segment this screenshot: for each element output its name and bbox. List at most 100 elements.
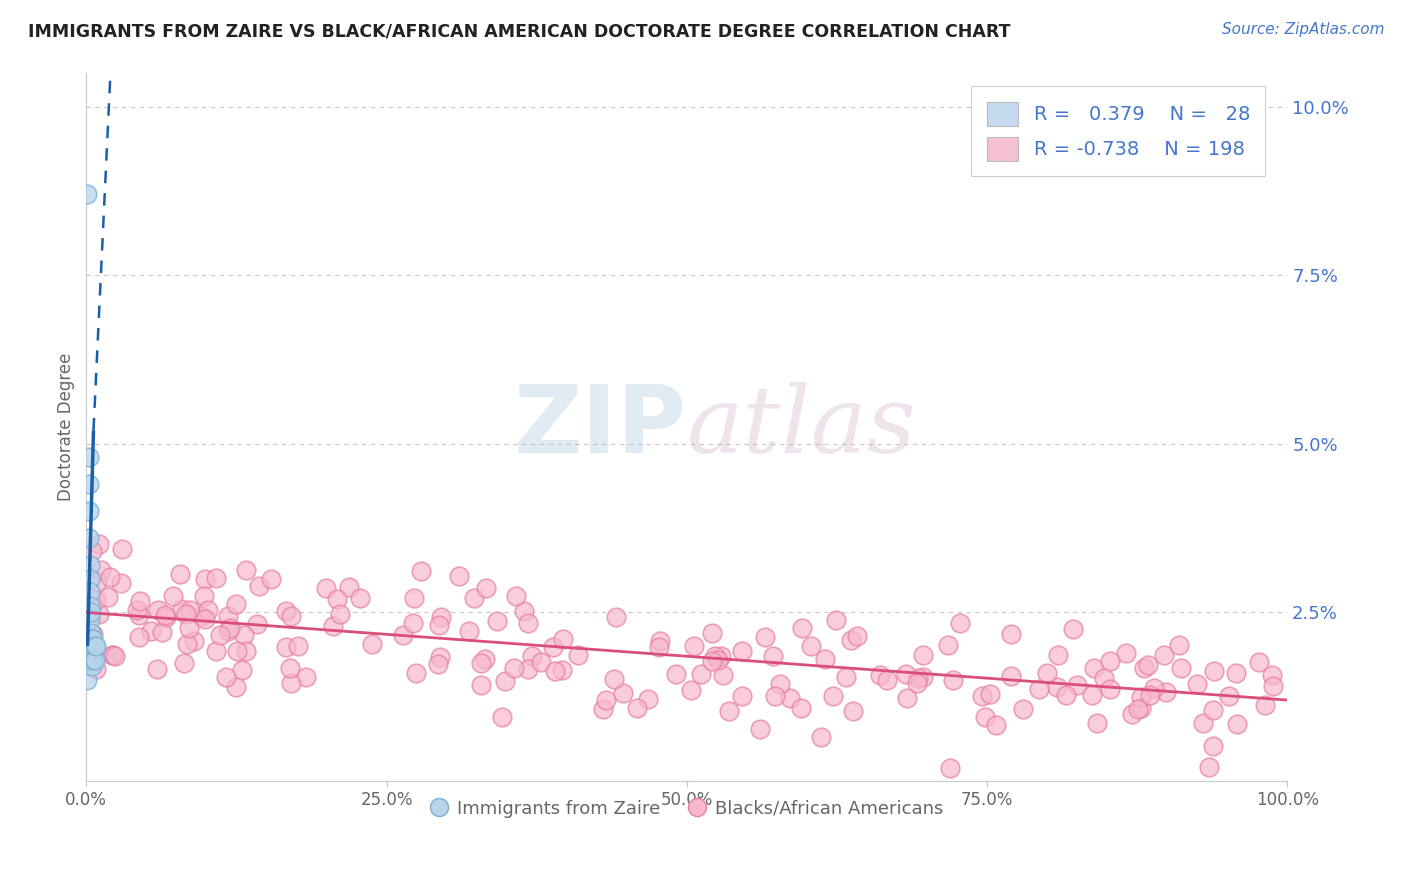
Point	[83, 652, 105, 666]
Point	[405, 665, 427, 680]
Point	[800, 639, 823, 653]
Y-axis label: Doctorate Degree: Doctorate Degree	[58, 353, 75, 501]
Point	[146, 603, 169, 617]
Point	[1137, 657, 1160, 672]
Point	[1062, 623, 1084, 637]
Point	[769, 677, 792, 691]
Point	[274, 640, 297, 654]
Point	[219, 621, 242, 635]
Point	[77, 531, 100, 545]
Point	[1012, 702, 1035, 716]
Point	[287, 640, 309, 654]
Point	[276, 604, 298, 618]
Point	[1202, 739, 1225, 753]
Point	[111, 542, 134, 557]
Point	[1000, 627, 1022, 641]
Point	[475, 581, 498, 595]
Point	[153, 608, 176, 623]
Point	[193, 572, 215, 586]
Point	[463, 591, 485, 606]
Point	[83, 639, 105, 653]
Point	[190, 608, 212, 623]
Point	[77, 477, 100, 491]
Point	[1153, 648, 1175, 663]
Point	[491, 710, 513, 724]
Point	[194, 611, 217, 625]
Point	[458, 624, 481, 639]
Point	[520, 649, 543, 664]
Point	[1139, 688, 1161, 702]
Point	[1098, 682, 1121, 697]
Point	[1028, 681, 1050, 696]
Point	[779, 690, 801, 705]
Point	[1036, 666, 1059, 681]
Point	[876, 673, 898, 688]
Point	[247, 579, 270, 593]
Point	[703, 649, 725, 664]
Point	[842, 704, 865, 718]
Point	[513, 604, 536, 618]
Point	[1121, 706, 1143, 721]
Point	[1054, 688, 1077, 702]
Point	[226, 644, 249, 658]
Point	[1143, 681, 1166, 695]
Point	[517, 662, 540, 676]
Point	[280, 661, 302, 675]
Point	[235, 644, 257, 658]
Point	[1191, 716, 1213, 731]
Point	[170, 602, 193, 616]
Point	[129, 593, 152, 607]
Point	[150, 624, 173, 639]
Point	[1126, 701, 1149, 715]
Point	[700, 626, 723, 640]
Point	[790, 621, 813, 635]
Point	[1249, 655, 1271, 669]
Point	[1225, 665, 1247, 680]
Point	[505, 590, 527, 604]
Point	[936, 638, 959, 652]
Point	[710, 649, 733, 664]
Point	[551, 663, 574, 677]
Point	[215, 670, 238, 684]
Point	[82, 632, 104, 647]
Point	[197, 603, 219, 617]
Point	[82, 632, 104, 647]
Point	[1254, 698, 1277, 712]
Point	[337, 581, 360, 595]
Point	[567, 648, 589, 662]
Point	[665, 667, 688, 681]
Point	[1218, 689, 1240, 703]
Point	[907, 672, 929, 686]
Point	[104, 648, 127, 663]
Point	[810, 730, 832, 744]
Point	[322, 619, 344, 633]
Point	[839, 633, 862, 648]
Point	[1115, 646, 1137, 660]
Point	[426, 657, 449, 671]
Point	[76, 652, 98, 666]
Point	[177, 621, 200, 635]
Point	[82, 639, 104, 653]
Text: ZIP: ZIP	[513, 381, 686, 473]
Point	[690, 667, 713, 681]
Point	[749, 722, 772, 736]
Point	[76, 187, 98, 202]
Point	[260, 572, 283, 586]
Point	[430, 610, 453, 624]
Point	[869, 667, 891, 681]
Point	[80, 544, 103, 558]
Point	[231, 663, 253, 677]
Point	[702, 654, 724, 668]
Point	[209, 628, 232, 642]
Point	[80, 652, 103, 666]
Point	[1083, 661, 1105, 675]
Point	[77, 450, 100, 465]
Point	[813, 652, 835, 666]
Point	[80, 632, 103, 647]
Point	[79, 585, 101, 599]
Point	[648, 640, 671, 654]
Point	[193, 589, 215, 603]
Point	[315, 581, 337, 595]
Point	[103, 648, 125, 663]
Point	[763, 689, 786, 703]
